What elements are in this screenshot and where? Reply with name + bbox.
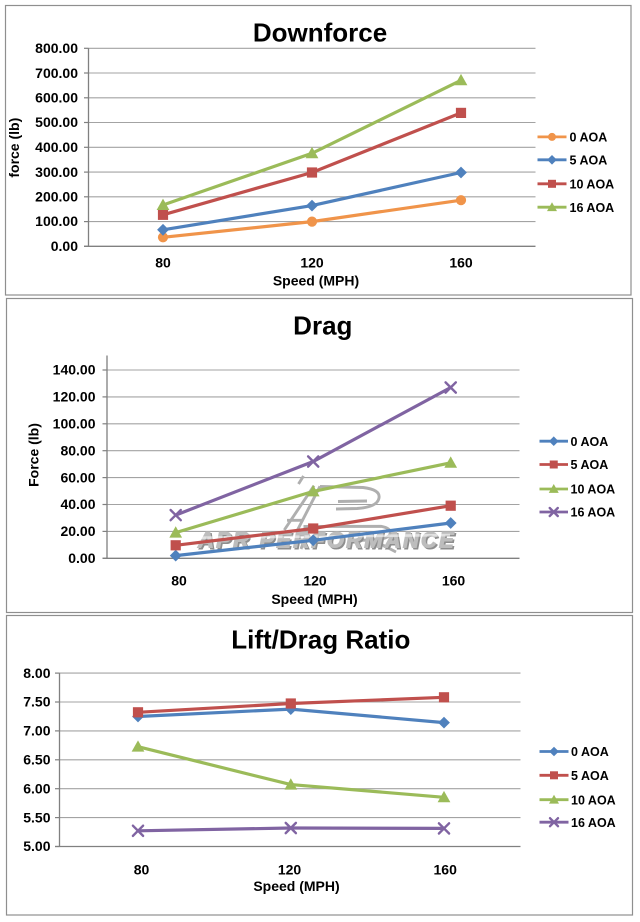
svg-text:80: 80	[155, 254, 171, 270]
svg-text:120: 120	[278, 862, 302, 878]
svg-text:80: 80	[134, 862, 150, 878]
svg-text:6.00: 6.00	[23, 780, 50, 796]
svg-text:160: 160	[434, 862, 458, 878]
svg-text:5 AOA: 5 AOA	[570, 154, 608, 168]
svg-text:5.00: 5.00	[23, 838, 50, 854]
svg-text:300.00: 300.00	[35, 164, 78, 180]
svg-text:120: 120	[300, 254, 324, 270]
svg-text:8.00: 8.00	[23, 665, 50, 681]
svg-text:160: 160	[442, 573, 466, 589]
svg-text:60.00: 60.00	[60, 469, 95, 485]
svg-text:16 AOA: 16 AOA	[571, 506, 616, 520]
svg-text:5.50: 5.50	[23, 809, 50, 825]
svg-text:0 AOA: 0 AOA	[571, 745, 609, 759]
svg-text:6.50: 6.50	[23, 752, 50, 768]
svg-text:7.50: 7.50	[23, 694, 50, 710]
svg-text:120.00: 120.00	[53, 389, 96, 405]
svg-text:20.00: 20.00	[60, 523, 95, 539]
svg-text:0.00: 0.00	[68, 550, 95, 566]
svg-text:Speed (MPH): Speed (MPH)	[253, 878, 339, 894]
svg-text:10 AOA: 10 AOA	[570, 178, 615, 192]
svg-text:140.00: 140.00	[53, 362, 96, 378]
svg-text:Lift/Drag Ratio: Lift/Drag Ratio	[231, 625, 410, 655]
svg-text:5 AOA: 5 AOA	[571, 458, 609, 472]
svg-text:Drag: Drag	[293, 310, 352, 340]
svg-text:0 AOA: 0 AOA	[571, 435, 609, 449]
svg-text:16 AOA: 16 AOA	[571, 816, 616, 830]
svg-text:80: 80	[171, 573, 187, 589]
svg-text:700.00: 700.00	[35, 65, 78, 81]
svg-text:120: 120	[303, 573, 327, 589]
svg-text:5 AOA: 5 AOA	[571, 769, 609, 783]
svg-text:600.00: 600.00	[35, 90, 78, 106]
svg-text:Speed (MPH): Speed (MPH)	[273, 273, 359, 289]
svg-text:500.00: 500.00	[35, 114, 78, 130]
svg-text:200.00: 200.00	[35, 189, 78, 205]
svg-text:100.00: 100.00	[35, 213, 78, 229]
svg-text:40.00: 40.00	[60, 496, 95, 512]
svg-text:800.00: 800.00	[35, 40, 78, 56]
svg-text:0.00: 0.00	[51, 238, 78, 254]
svg-text:10 AOA: 10 AOA	[571, 793, 616, 807]
svg-text:10 AOA: 10 AOA	[571, 483, 616, 497]
svg-text:0 AOA: 0 AOA	[570, 131, 608, 145]
svg-text:Force (lb): Force (lb)	[25, 423, 41, 487]
svg-text:force (lb): force (lb)	[6, 118, 22, 178]
svg-text:400.00: 400.00	[35, 139, 78, 155]
svg-text:Downforce: Downforce	[253, 18, 387, 48]
svg-text:80.00: 80.00	[60, 442, 95, 458]
svg-text:160: 160	[449, 254, 473, 270]
svg-text:APR PERFORMANCE: APR PERFORMANCE	[199, 529, 458, 554]
svg-text:100.00: 100.00	[53, 416, 96, 432]
svg-text:7.00: 7.00	[23, 723, 50, 739]
svg-text:Speed (MPH): Speed (MPH)	[271, 591, 357, 607]
svg-text:16 AOA: 16 AOA	[570, 201, 615, 215]
